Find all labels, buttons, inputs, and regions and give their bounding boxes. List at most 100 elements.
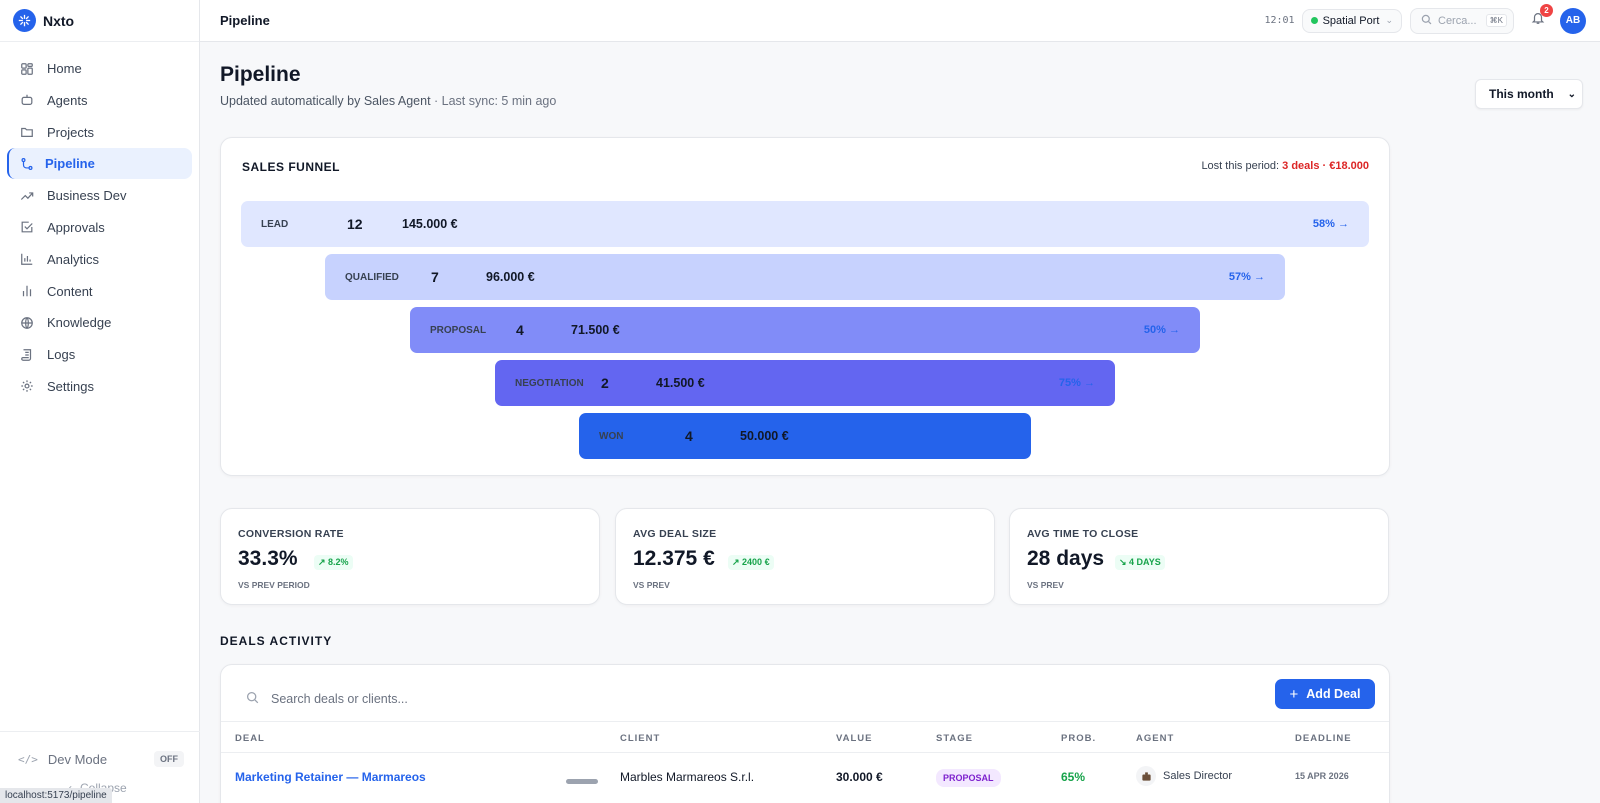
deal-deadline: 15 APR 2026	[1295, 771, 1349, 781]
deal-stage-badge: PROPOSAL	[936, 769, 1001, 787]
kpi-value: 12.375 €	[633, 547, 715, 570]
lost-value: 3 deals · €18.000	[1282, 160, 1369, 172]
table-header: DEAL CLIENT VALUE STAGE PROB. AGENT DEAD…	[221, 721, 1389, 753]
funnel-title: SALES FUNNEL	[242, 160, 341, 174]
period-select[interactable]: This month ⌄	[1475, 79, 1583, 109]
sidebar-item-analytics[interactable]: Analytics	[7, 244, 192, 275]
lost-label: Lost this period:	[1201, 160, 1283, 172]
stage-conversion: 57% →	[1228, 271, 1265, 283]
sidebar-item-label: Content	[47, 283, 93, 299]
kpi-label: AVG TIME TO CLOSE	[1027, 528, 1139, 540]
column-header-agent[interactable]: AGENT	[1136, 733, 1175, 744]
deals-table-card: Search deals or clients... + Add Deal DE…	[220, 664, 1390, 803]
brand-logo-icon	[13, 9, 36, 32]
dev-mode-toggle[interactable]: </> Dev Mode OFF	[0, 742, 200, 776]
bar-chart-icon	[19, 251, 35, 267]
column-header-client[interactable]: CLIENT	[620, 733, 661, 744]
kpi-delta: ↗ 8.2%	[314, 555, 353, 570]
brand-name: Nxto	[43, 12, 75, 29]
lost-summary: Lost this period: 3 deals · €18.000	[1201, 160, 1369, 172]
deal-client: Marbles Marmareos S.r.l.	[620, 770, 755, 784]
search-icon	[246, 691, 259, 707]
scroll-icon	[19, 347, 35, 363]
deal-name-link[interactable]: Marketing Retainer — Marmareos	[235, 770, 426, 784]
robot-icon	[19, 92, 35, 108]
pipeline-icon	[19, 156, 35, 172]
kpi-sub: VS PREV PERIOD	[238, 580, 310, 590]
stage-conversion: 50% →	[1143, 324, 1180, 336]
home-icon	[19, 61, 35, 77]
kpi-label: CONVERSION RATE	[238, 528, 344, 540]
period-select-value: This month	[1489, 87, 1554, 101]
stage-count: 4	[516, 322, 524, 338]
notifications-button[interactable]: 2	[1526, 3, 1553, 33]
trend-icon	[19, 188, 35, 204]
code-icon: </>	[18, 752, 38, 766]
stage-name: WON	[599, 430, 624, 442]
folder-icon	[19, 124, 35, 140]
subtitle-sync: · Last sync: 5 min ago	[430, 94, 557, 108]
stage-conversion: 75% →	[1058, 377, 1095, 389]
status-dot-icon	[1310, 17, 1318, 24]
chevron-down-icon: ⌄	[1385, 15, 1393, 25]
sidebar-item-label: Logs	[47, 347, 76, 363]
column-header-stage[interactable]: STAGE	[936, 733, 974, 744]
sidebar-item-approvals[interactable]: Approvals	[7, 212, 192, 243]
topbar-title: Pipeline	[220, 13, 270, 28]
stage-value: 41.500 €	[656, 376, 705, 390]
sidebar-item-label: Knowledge	[47, 315, 112, 331]
column-header-deal[interactable]: DEAL	[235, 733, 265, 744]
sales-funnel-card: SALES FUNNEL Lost this period: 3 deals ·…	[220, 137, 1390, 476]
deal-value: 30.000 €	[836, 770, 883, 784]
stage-count: 7	[431, 269, 439, 285]
table-row[interactable]: Marketing Retainer — Marmareos Marbles M…	[221, 753, 1389, 803]
column-header-value[interactable]: VALUE	[836, 733, 873, 744]
kpi-value: 33.3%	[238, 547, 298, 570]
search-shortcut: ⌘K	[1485, 14, 1507, 27]
sidebar-item-pipeline[interactable]: Pipeline	[7, 148, 192, 180]
stage-value: 50.000 €	[740, 429, 789, 443]
stage-value: 145.000 €	[402, 217, 458, 231]
sidebar-item-label: Approvals	[47, 219, 105, 235]
stage-name: PROPOSAL	[430, 324, 487, 336]
kpi-delta: ↘ 4 DAYS	[1115, 555, 1165, 570]
funnel-stage-proposal[interactable]: PROPOSAL 4 71.500 € 50% →	[410, 307, 1200, 353]
sidebar-item-knowledge[interactable]: Knowledge	[7, 307, 192, 338]
global-search[interactable]: Cerca... ⌘K	[1410, 7, 1514, 34]
column-header-prob[interactable]: PROB.	[1061, 733, 1097, 744]
funnel-stage-negotiation[interactable]: NEGOTIATION 2 41.500 € 75% →	[495, 360, 1115, 406]
deals-search-placeholder: Search deals or clients...	[271, 692, 408, 706]
topbar: Pipeline 12:01 Spatial Port ⌄ Cerca... ⌘…	[200, 0, 1600, 42]
sidebar-item-label: Business Dev	[47, 188, 127, 204]
subtitle-agent: Updated automatically by Sales Agent	[220, 94, 431, 108]
funnel-stage-qualified[interactable]: QUALIFIED 7 96.000 € 57% →	[325, 254, 1285, 300]
funnel-stage-won[interactable]: WON 4 50.000 €	[579, 413, 1031, 459]
kpi-value: 28 days	[1027, 547, 1105, 570]
dev-mode-label: Dev Mode	[47, 751, 108, 767]
chevron-down-icon: ⌄	[1567, 88, 1576, 100]
deals-search-input[interactable]: Search deals or clients...	[246, 691, 408, 707]
sidebar-item-logs[interactable]: Logs	[7, 339, 192, 370]
brand[interactable]: Nxto	[0, 0, 199, 42]
funnel-stage-lead[interactable]: LEAD 12 145.000 € 58% →	[241, 201, 1369, 247]
sidebar-item-business-dev[interactable]: Business Dev	[7, 180, 192, 211]
stage-name: QUALIFIED	[345, 271, 399, 283]
column-header-deadline[interactable]: DEADLINE	[1295, 733, 1352, 744]
sidebar-item-content[interactable]: Content	[7, 276, 192, 307]
add-deal-button[interactable]: + Add Deal	[1275, 679, 1375, 709]
avatar[interactable]: AB	[1560, 7, 1586, 34]
sidebar-item-settings[interactable]: Settings	[7, 371, 192, 402]
scrollbar-thumb[interactable]	[566, 779, 598, 784]
sidebar-item-projects[interactable]: Projects	[7, 117, 192, 148]
sidebar-item-agents[interactable]: Agents	[7, 85, 192, 116]
stage-conversion: 58% →	[1312, 218, 1349, 230]
sidebar-item-home[interactable]: Home	[7, 53, 192, 84]
gear-icon	[19, 378, 35, 394]
port-selector[interactable]: Spatial Port ⌄	[1301, 8, 1402, 33]
deal-agent-name: Sales Director	[1163, 770, 1233, 782]
deals-heading: DEALS ACTIVITY	[220, 634, 333, 648]
status-url-hint: localhost:5173/pipeline	[0, 788, 112, 803]
add-deal-label: Add Deal	[1306, 687, 1361, 701]
sidebar-item-label: Settings	[47, 378, 94, 394]
kpi-sub: VS PREV	[1027, 580, 1064, 590]
